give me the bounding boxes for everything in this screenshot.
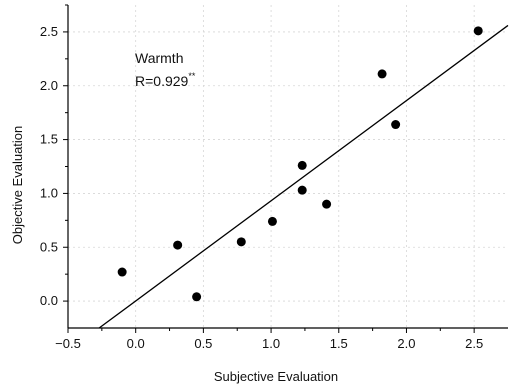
data-point-0	[117, 267, 127, 277]
y-tick-label-4: 2.0	[40, 78, 58, 93]
x-tick-label-6: 2.5	[465, 336, 483, 351]
grid	[68, 5, 508, 328]
data-point-4	[267, 216, 277, 226]
axis-labels: −0.5 0.0 0.5 1.0 1.5 2.0 2.5 0.0 0.5 1.0 1.5 2.0 2.5	[40, 24, 483, 351]
annotation-significance: **	[188, 71, 196, 81]
x-tick-label-1: 0.0	[127, 336, 145, 351]
annotation-stat: R=0.929	[135, 73, 189, 89]
annotation-label: Warmth	[135, 50, 183, 66]
regression-line	[98, 24, 509, 329]
data-point-6	[297, 185, 307, 195]
data-points	[117, 26, 483, 302]
y-tick-label-0: 0.0	[40, 293, 58, 308]
data-point-2	[192, 292, 202, 302]
y-tick-label-1: 0.5	[40, 239, 58, 254]
y-tick-label-5: 2.5	[40, 24, 58, 39]
x-tick-label-0: −0.5	[55, 336, 81, 351]
x-axis-title: Subjective Evaluation	[214, 369, 338, 384]
y-tick-label-3: 1.5	[40, 132, 58, 147]
x-tick-label-2: 0.5	[194, 336, 212, 351]
y-tick-label-2: 1.0	[40, 185, 58, 200]
data-point-8	[377, 69, 387, 79]
data-point-1	[173, 240, 183, 250]
x-tick-label-4: 1.5	[330, 336, 348, 351]
y-axis-title: Objective Evaluation	[10, 126, 25, 245]
regression-line-group	[98, 24, 509, 329]
x-tick-label-3: 1.0	[262, 336, 280, 351]
data-point-9	[391, 120, 401, 130]
data-point-3	[236, 237, 246, 247]
annotation-stat-line: R=0.929**	[135, 71, 196, 89]
data-point-7	[322, 199, 332, 209]
x-tick-label-5: 2.0	[397, 336, 415, 351]
axes	[63, 4, 508, 333]
data-point-10	[473, 26, 483, 36]
data-point-5	[297, 160, 307, 170]
